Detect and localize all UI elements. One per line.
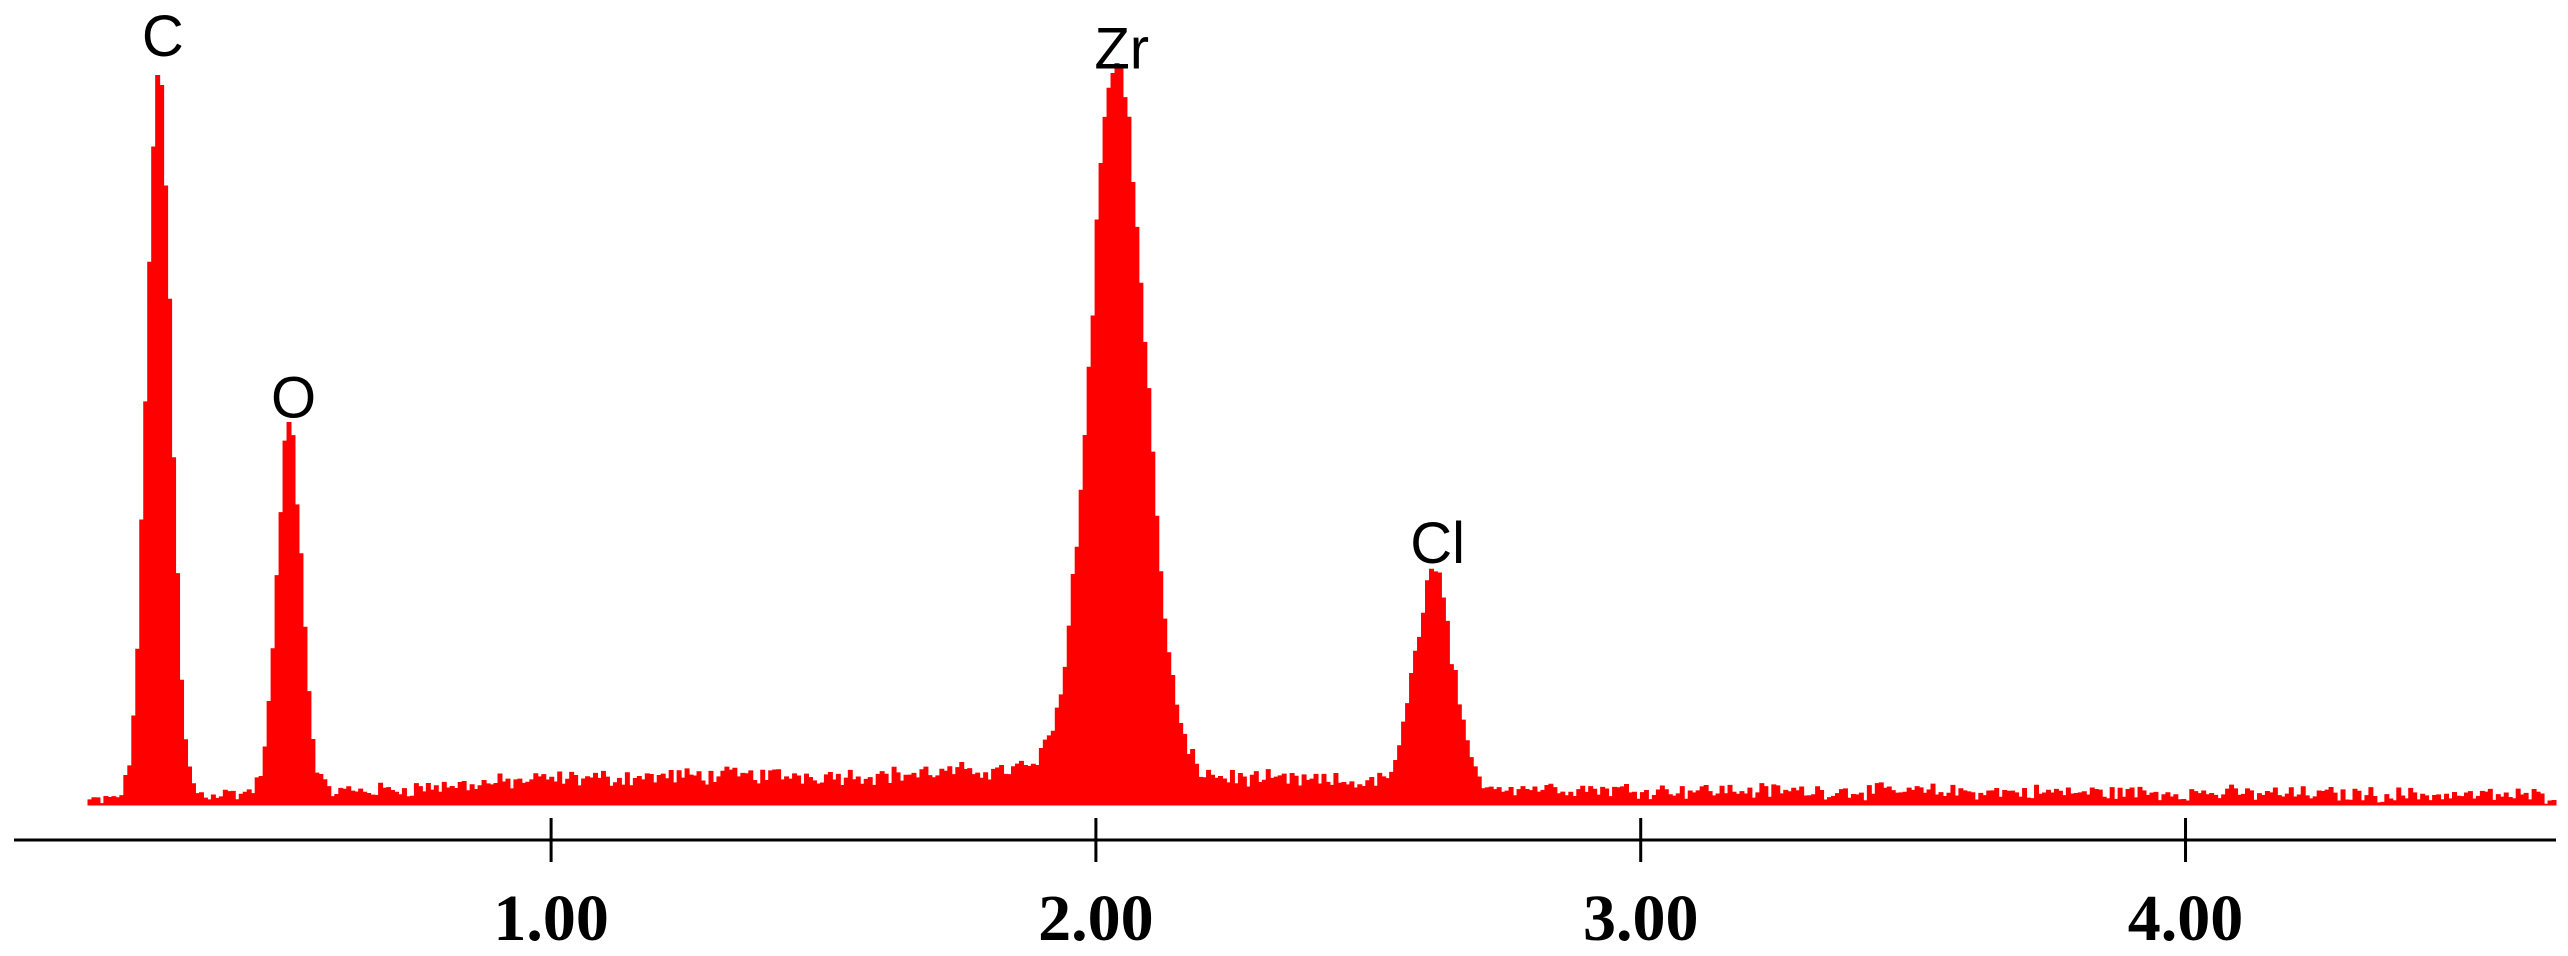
- spectrum-layer: [87, 62, 2557, 806]
- x-tick-label: 3.00: [1583, 882, 1699, 955]
- spectrum-area: [87, 62, 2557, 806]
- peak-label-o: O: [271, 366, 316, 431]
- peak-labels: C O Zr Cl: [142, 4, 1465, 576]
- x-tick-label: 1.00: [493, 882, 609, 955]
- x-axis: 1.00 2.00 3.00 4.00: [14, 818, 2556, 955]
- peak-label-c: C: [142, 4, 184, 69]
- peak-label-cl: Cl: [1410, 511, 1465, 576]
- peak-label-zr: Zr: [1094, 17, 1149, 82]
- x-tick-label: 2.00: [1038, 882, 1154, 955]
- x-tick-label: 4.00: [2128, 882, 2244, 955]
